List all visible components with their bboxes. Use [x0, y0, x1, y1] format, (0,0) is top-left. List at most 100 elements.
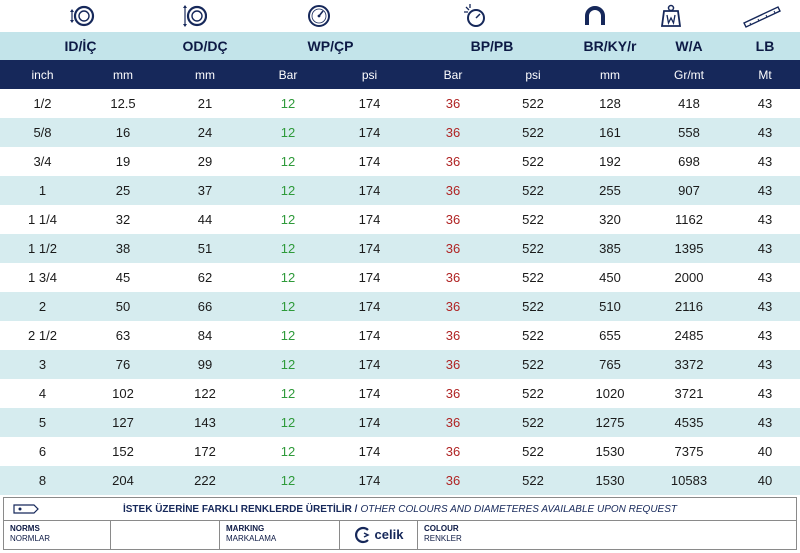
note-english: OTHER COLOURS AND DIAMETERES AVAILABLE U… [360, 503, 677, 515]
table-cell: 12 [280, 357, 296, 372]
table-cell: 12 [280, 444, 296, 459]
table-cell: 2000 [674, 270, 704, 285]
bend-radius-icon [582, 3, 608, 29]
table-cell: 174 [358, 241, 381, 256]
table-cell: 36 [445, 241, 461, 256]
table-cell: 127 [112, 415, 134, 430]
info-pointer-icon [12, 502, 40, 516]
unit-header-cell: psi [361, 67, 378, 82]
table-cell: 12.5 [110, 96, 136, 111]
table-cell: 21 [197, 96, 213, 111]
table-row: 2 50 66 12 174 36 522 510 2116 43 [0, 292, 800, 321]
table-cell: 128 [599, 96, 621, 111]
marking-cell: MARKING MARKALAMA [220, 521, 340, 549]
table-row: 3 76 99 12 174 36 522 765 3372 43 [0, 350, 800, 379]
table-cell: 385 [599, 241, 621, 256]
table-cell: 76 [115, 357, 131, 372]
table-row: 1 25 37 12 174 36 522 255 907 43 [0, 176, 800, 205]
table-cell: 2 [38, 299, 47, 314]
table-row: 5/8 16 24 12 174 36 522 161 558 43 [0, 118, 800, 147]
table-cell: 698 [678, 154, 700, 169]
outer-diameter-icon [181, 3, 207, 29]
table-cell: 63 [115, 328, 131, 343]
table-cell: 1 1/2 [28, 241, 57, 256]
colour-sub: RENKLER [424, 534, 462, 543]
weight-icon [658, 3, 684, 29]
table-cell: 1 1/4 [28, 212, 57, 227]
table-cell: 4535 [674, 415, 704, 430]
table-cell: 36 [445, 386, 461, 401]
table-cell: 174 [358, 212, 381, 227]
norms-label: NORMS [10, 524, 40, 533]
table-cell: 3372 [674, 357, 704, 372]
table-cell: 174 [358, 96, 381, 111]
table-cell: 5 [38, 415, 47, 430]
unit-header-cell: Bar [278, 67, 298, 82]
table-cell: 43 [757, 357, 773, 372]
table-cell: 152 [112, 444, 134, 459]
colour-cell: COLOUR RENKLER [418, 521, 798, 549]
table-cell: 1/2 [33, 96, 52, 111]
table-cell: 84 [197, 328, 213, 343]
brand-logo: celik [340, 521, 418, 549]
header-wp: WP/ÇP [307, 38, 354, 54]
table-row: 2 1/2 63 84 12 174 36 522 655 2485 43 [0, 321, 800, 350]
table-cell: 36 [445, 270, 461, 285]
table-cell: 558 [678, 125, 700, 140]
table-cell: 36 [445, 357, 461, 372]
table-cell: 24 [197, 125, 213, 140]
table-cell: 418 [678, 96, 700, 111]
unit-header-cell: Mt [758, 67, 772, 82]
unit-header-cell: mm [113, 67, 133, 82]
unit-header-cell: inch [31, 67, 54, 82]
table-cell: 36 [445, 444, 461, 459]
table-cell: 36 [445, 125, 461, 140]
table-cell: 12 [280, 212, 296, 227]
availability-note: İSTEK ÜZERİNE FARKLI RENKLERDE ÜRETİLİR … [4, 498, 796, 521]
table-cell: 174 [358, 183, 381, 198]
table-cell: 522 [522, 328, 544, 343]
table-cell: 37 [197, 183, 213, 198]
table-cell: 174 [358, 125, 381, 140]
table-cell: 32 [115, 212, 131, 227]
table-cell: 172 [194, 444, 216, 459]
table-cell: 12 [280, 125, 296, 140]
table-cell: 43 [757, 241, 773, 256]
column-icon-row [0, 0, 800, 32]
table-cell: 45 [115, 270, 131, 285]
table-cell: 522 [522, 212, 544, 227]
table-cell: 5/8 [33, 125, 52, 140]
table-cell: 12 [280, 154, 296, 169]
table-cell: 36 [445, 154, 461, 169]
table-cell: 2116 [675, 299, 703, 314]
table-cell: 174 [358, 415, 381, 430]
table-cell: 1395 [674, 241, 704, 256]
table-cell: 765 [599, 357, 621, 372]
table-cell: 3/4 [33, 154, 52, 169]
marking-label: MARKING [226, 524, 265, 533]
header-row-units: inch mm mm Bar psi Bar psi mm Gr/mt Mt [0, 60, 800, 89]
table-cell: 174 [358, 154, 381, 169]
unit-header-cell: mm [600, 67, 620, 82]
inner-diameter-icon [69, 3, 95, 29]
table-cell: 36 [445, 299, 461, 314]
hose-spec-table-body: 1/2 12.5 21 12 174 36 522 128 418 43 5/8 16 24 12 174 3… [0, 89, 800, 495]
norms-sub: NORMLAR [10, 534, 51, 543]
table-cell: 40 [757, 444, 773, 459]
table-cell: 50 [115, 299, 131, 314]
header-lb: LB [755, 38, 775, 54]
table-cell: 36 [445, 473, 461, 488]
table-cell: 174 [358, 386, 381, 401]
table-cell: 510 [599, 299, 621, 314]
norms-cell: NORMS NORMLAR [4, 521, 111, 549]
table-cell: 36 [445, 183, 461, 198]
table-cell: 192 [599, 154, 621, 169]
table-cell: 12 [280, 183, 296, 198]
table-cell: 522 [522, 473, 544, 488]
table-cell: 174 [358, 270, 381, 285]
table-cell: 12 [280, 386, 296, 401]
table-cell: 51 [197, 241, 213, 256]
table-cell: 143 [194, 415, 216, 430]
table-cell: 174 [358, 473, 381, 488]
table-cell: 522 [522, 444, 544, 459]
